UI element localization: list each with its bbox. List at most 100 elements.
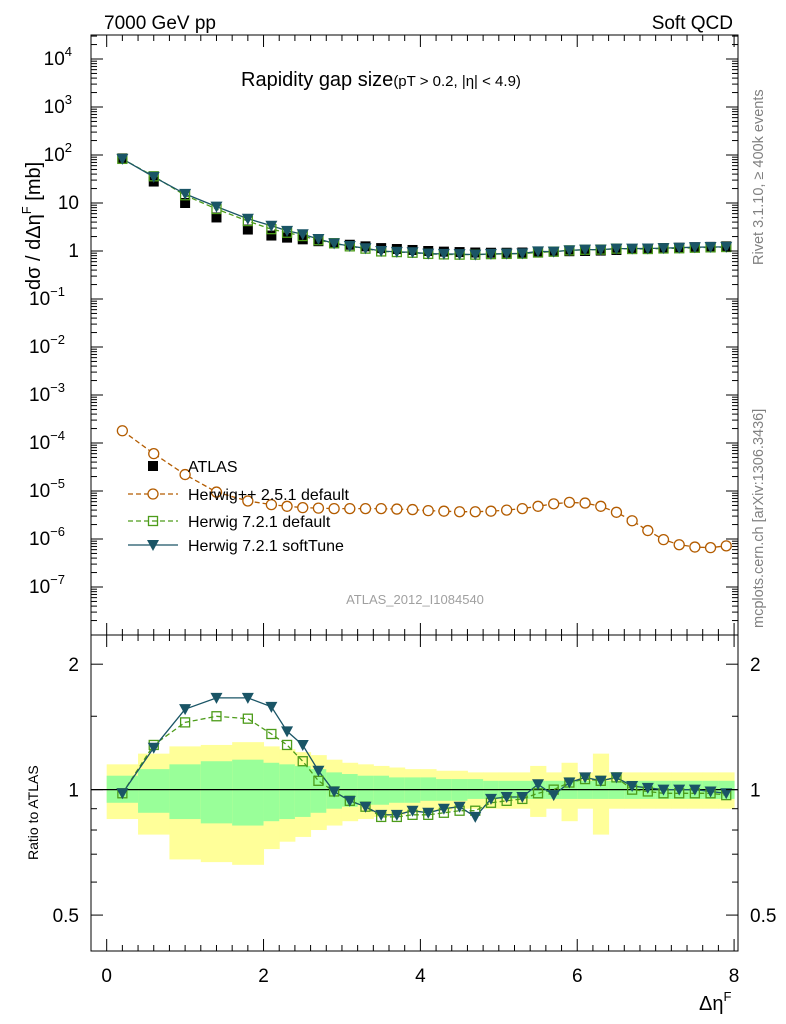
marker-circle-dashed <box>453 506 466 518</box>
marker-data <box>266 230 277 241</box>
plot-title: Rapidity gap size(pT > 0.2, |η| < 4.9) <box>241 69 521 91</box>
marker-triangle-solid <box>312 233 325 245</box>
ratio-marker-triangle-solid <box>179 704 192 716</box>
marker-data <box>242 224 253 235</box>
ratio-marker-triangle-solid <box>390 809 403 821</box>
ratio-marker-square-dashed <box>179 717 191 728</box>
ratio-marker-triangle-solid <box>406 805 419 817</box>
main-ytick-label: 10−4 <box>29 428 65 454</box>
ratio-marker-square-dashed <box>211 711 222 722</box>
ratio-marker-triangle-solid <box>328 786 341 798</box>
ratio-marker-triangle-solid <box>343 795 356 807</box>
main-ytick-label: 104 <box>44 44 72 70</box>
main-ytick-label: 10 <box>58 193 79 214</box>
main-ytick-label: 10−1 <box>29 284 65 310</box>
marker-triangle-solid <box>657 243 670 255</box>
marker-circle-dashed <box>359 502 372 515</box>
ratio-marker-triangle-solid <box>641 782 654 794</box>
ratio-marker-triangle-solid <box>422 807 435 819</box>
ratio-curve-square-dashed <box>121 715 727 818</box>
xlabel: ΔηF <box>699 989 731 1015</box>
legend-marker-triangle-solid <box>147 540 159 551</box>
marker-triangle-solid <box>422 248 435 260</box>
marker-triangle-solid <box>720 241 733 253</box>
ratio-ytick-label-left: 2 <box>68 655 79 676</box>
marker-circle-dashed <box>673 539 685 551</box>
ratio-marker-triangle-solid <box>359 801 372 813</box>
ratio-marker-square-dashed <box>266 728 277 740</box>
main-ytick-label: 10−7 <box>29 572 65 598</box>
marker-triangle-solid <box>375 246 388 257</box>
marker-circle-dashed <box>469 506 481 518</box>
marker-triangle-solid <box>296 229 309 241</box>
ratio-ytick-label-right: 2 <box>750 655 761 676</box>
marker-circle-dashed <box>704 542 717 554</box>
band-inner <box>200 761 233 824</box>
marker-circle-dashed <box>595 500 607 512</box>
ratio-marker-triangle-solid <box>673 784 686 796</box>
marker-triangle-solid <box>328 238 341 250</box>
ratio-uncertainty-bands <box>91 742 738 865</box>
marker-triangle-solid <box>484 248 497 260</box>
marker-triangle-solid <box>579 244 592 256</box>
marker-circle-dashed <box>563 496 576 509</box>
main-ytick-label: 10−6 <box>29 524 65 550</box>
ratio-marker-triangle-solid <box>500 792 513 804</box>
marker-circle-dashed <box>242 495 254 507</box>
curve-triangle-solid <box>122 158 727 256</box>
legend: ATLAS Herwig++ 2.5.1 default Herwig 7.2.1 … <box>128 459 350 555</box>
ratio-marker-triangle-solid <box>610 772 623 784</box>
ratio-marker-triangle-solid <box>657 784 670 796</box>
marker-triangle-solid <box>626 243 639 255</box>
ratio-marker-triangle-solid <box>563 777 576 789</box>
rivet-label: Rivet 3.1.10, ≥ 400k events <box>751 89 767 265</box>
ratio-marker-triangle-solid <box>281 726 294 738</box>
marker-triangle-solid <box>281 225 294 237</box>
curve-square-dashed <box>122 158 727 256</box>
marker-circle-dashed <box>312 502 325 514</box>
marker-circle-dashed <box>642 524 654 537</box>
band-inner <box>467 779 484 799</box>
marker-circle-dashed <box>485 505 497 517</box>
marker-triangle-solid <box>390 246 403 258</box>
ratio-marker-triangle-solid <box>116 788 129 800</box>
ratio-ytick-label-right: 1 <box>750 781 761 802</box>
marker-circle-dashed <box>438 505 450 517</box>
marker-triangle-solid <box>116 153 129 165</box>
marker-circle-dashed <box>626 515 638 527</box>
marker-triangle-solid <box>265 220 278 232</box>
marker-circle-dashed <box>344 502 356 515</box>
marker-triangle-solid <box>469 249 482 261</box>
main-ytick-label: 10−5 <box>29 476 65 502</box>
band-inner <box>294 765 312 817</box>
marker-circle-dashed <box>532 500 544 512</box>
marker-circle-dashed <box>579 497 591 509</box>
legend-label: Herwig 7.2.1 softTune <box>188 538 344 555</box>
marker-data <box>180 198 191 208</box>
ratio-ytick-label-right: 0.5 <box>750 906 776 927</box>
marker-circle-dashed <box>406 503 419 516</box>
xtick-label: 0 <box>101 966 112 987</box>
main-ytick-label: 10−2 <box>29 332 65 358</box>
ratio-marker-triangle-solid <box>210 692 223 704</box>
marker-triangle-solid <box>688 242 701 254</box>
main-ylabel: dσ / dΔηF [mb] <box>19 162 45 290</box>
xtick-label: 2 <box>258 966 269 987</box>
marker-circle-dashed <box>422 504 434 517</box>
ratio-ytick-label-left: 1 <box>68 781 79 802</box>
marker-circle-dashed <box>265 498 278 511</box>
marker-circle-dashed <box>720 540 732 552</box>
plot-title-suffix: (pT > 0.2, |η| < 4.9) <box>393 73 521 90</box>
ratio-marker-triangle-solid <box>296 739 309 751</box>
ratio-marker-triangle-solid <box>547 790 560 802</box>
ratio-marker-triangle-solid <box>437 803 450 815</box>
xtick-label: 8 <box>729 966 740 987</box>
marker-triangle-solid <box>343 241 356 253</box>
marker-triangle-solid <box>437 248 450 260</box>
marker-circle-dashed <box>297 501 309 514</box>
marker-triangle-solid <box>359 243 372 255</box>
ratio-marker-triangle-solid <box>484 793 497 805</box>
mcplots-label: mcplots.cern.ch [arXiv:1306.3436] <box>751 409 767 628</box>
marker-circle-dashed <box>548 498 560 510</box>
plot-title-main: Rapidity gap size <box>241 69 393 91</box>
